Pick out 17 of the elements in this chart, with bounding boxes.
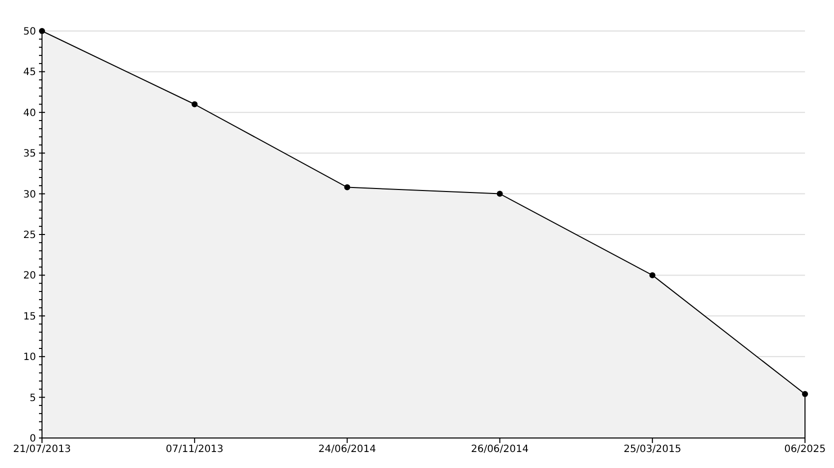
x-tick-label: 26/06/2014 [470, 444, 529, 455]
x-tick-label: 06/2025 [784, 444, 826, 455]
x-tick-label: 21/07/2013 [13, 444, 71, 455]
y-tick-label: 15 [23, 311, 36, 322]
y-tick-label: 0 [30, 434, 36, 444]
y-tick-label: 50 [23, 26, 36, 38]
y-tick-label: 10 [23, 352, 36, 364]
y-tick-label: 5 [30, 392, 36, 404]
x-tick-label: 24/06/2014 [318, 444, 376, 455]
y-tick-label: 20 [23, 270, 36, 282]
x-tick-label: 25/03/2015 [624, 444, 682, 455]
y-tick-label: 25 [23, 230, 36, 241]
y-tick-label: 45 [23, 67, 36, 78]
y-tick-label: 35 [23, 148, 36, 160]
x-tick-label: 07/11/2013 [166, 444, 224, 455]
y-tick-label: 40 [23, 108, 36, 119]
y-tick-label: 30 [23, 189, 36, 200]
